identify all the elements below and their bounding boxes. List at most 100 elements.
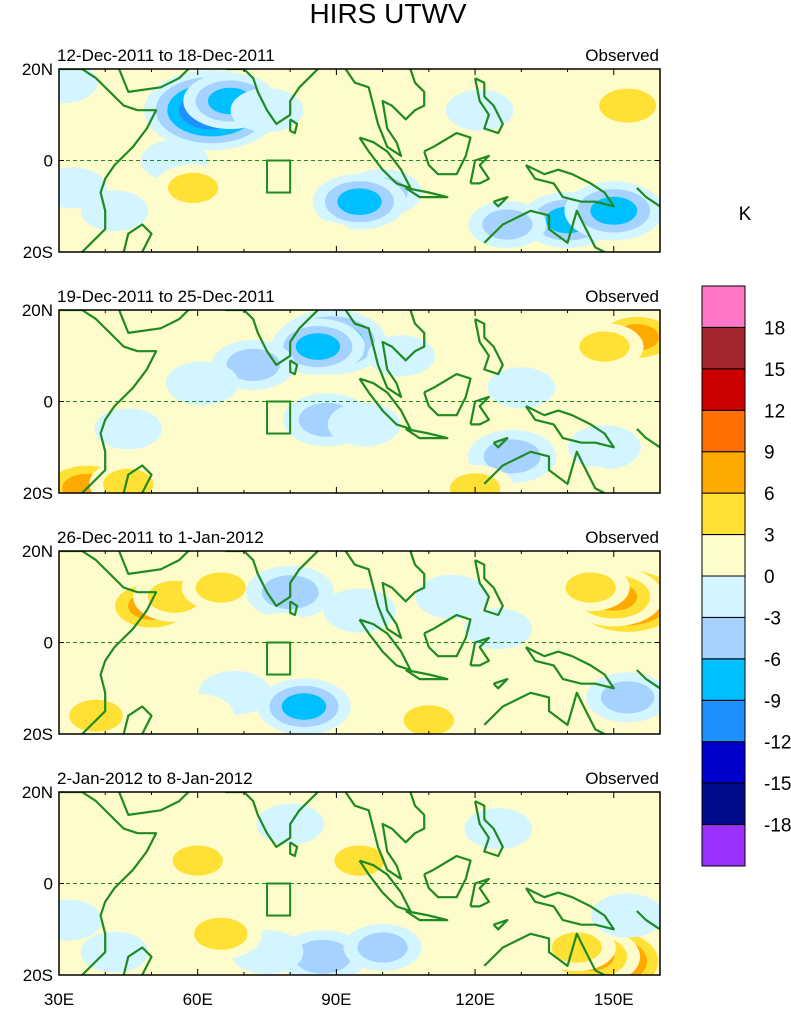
coastline-10: [474, 318, 504, 376]
colorbar-label: -6: [764, 650, 781, 671]
coastline-2: [118, 792, 190, 817]
anomaly-contour-9-3: [281, 693, 327, 720]
y-tick-label: 20S: [23, 243, 53, 262]
colorbar-label: 3: [764, 526, 775, 547]
x-axis: 30E 60E 90E 120E 150E: [44, 990, 634, 1009]
colorbar-label: 9: [764, 443, 775, 464]
anomaly-contour-14-1: [547, 112, 616, 154]
anomaly-contour-3-2: [551, 932, 602, 963]
coastline-3: [225, 310, 319, 366]
colorbar-box: [701, 741, 746, 784]
coastline-15: [492, 196, 509, 208]
anomaly-contour-12-1: [577, 824, 651, 869]
coastline-8: [423, 373, 472, 417]
coastline-2: [118, 551, 190, 576]
anomaly-contour-11-1: [464, 808, 532, 850]
colorbar-label: 15: [764, 360, 785, 381]
colorbar-label: -9: [764, 691, 781, 712]
box-region: [266, 159, 292, 194]
colorbar-box: [701, 492, 746, 536]
anomaly-contour-17-1: [554, 466, 628, 493]
coastline-13: [122, 464, 153, 493]
anomaly-contour-6-1: [165, 361, 239, 406]
colorbar-label: 6: [764, 484, 775, 505]
anomaly-contour-18-1: [117, 799, 186, 840]
colorbar-box: [701, 409, 746, 453]
colorbar-box: [701, 368, 746, 411]
anomaly-contour-13-1: [510, 840, 579, 882]
coastline-13: [122, 223, 153, 252]
y-tick-label: 0: [44, 393, 53, 412]
coastline-14: [636, 669, 660, 690]
coastline-2: [118, 69, 190, 94]
panel-1: 12-Dec-2011 to 18-Dec-2011 Observed 20N 0 20…: [22, 46, 661, 262]
coastline-3: [225, 69, 319, 126]
x-tick-label: 120E: [455, 990, 495, 1009]
anomaly-field: [59, 799, 660, 975]
y-tick-label: 20S: [23, 725, 53, 744]
coastline-3: [225, 792, 319, 849]
coastline-10: [474, 77, 504, 135]
colorbar-box: [701, 285, 746, 328]
x-tick-label: 150E: [594, 990, 634, 1009]
coastline-13: [122, 946, 153, 975]
anomaly-contour-18-1: [369, 220, 443, 252]
coastline-4: [289, 359, 299, 376]
y-tick-label: 20S: [23, 484, 53, 503]
x-tick-label: 90E: [321, 990, 351, 1009]
y-tick-label: 0: [44, 634, 53, 653]
coastline-11: [524, 164, 615, 208]
anomaly-contour-16-1: [441, 876, 509, 918]
colorbar-box: [701, 782, 746, 825]
colorbar: K -18 -15 -12 -9 -6 -3 0 3 6 9 12 15 18: [701, 204, 791, 867]
panel-date-label: 19-Dec-2011 to 25-Dec-2011: [57, 287, 275, 306]
coastline-10: [474, 800, 504, 858]
anomaly-contour-11-2: [579, 331, 630, 362]
anomaly-contour-7-1: [94, 408, 163, 450]
coastline-12: [483, 450, 605, 493]
coastline-8: [423, 613, 472, 658]
anomaly-contour-16-1: [415, 574, 489, 619]
anomaly-contour-5-2: [168, 172, 219, 203]
anomaly-contour-3-2: [226, 348, 280, 381]
coastline-12: [483, 691, 605, 734]
x-tick-label: 30E: [44, 990, 74, 1009]
coastline-3: [225, 551, 319, 608]
coastline-15: [492, 918, 509, 931]
anomaly-contour-12-1: [614, 379, 660, 424]
box-region: [266, 882, 292, 917]
coastlines: [59, 551, 660, 734]
coastline-7: [405, 186, 449, 199]
coastlines: [59, 310, 660, 493]
coastline-14: [636, 187, 660, 208]
anomaly-contour-5-2: [357, 932, 408, 963]
anomaly-contour-8-2: [194, 917, 248, 950]
colorbar-box: [701, 824, 746, 867]
colorbar-label: 12: [764, 401, 785, 422]
y-tick-label: 0: [44, 875, 53, 894]
coastline-1: [59, 551, 158, 734]
anomaly-contour-15-1: [487, 367, 556, 409]
coastline-1: [59, 792, 158, 975]
panel-tag: Observed: [585, 287, 659, 306]
box-region: [266, 400, 292, 435]
panel-date-label: 26-Dec-2011 to 1-Jan-2012: [57, 528, 264, 547]
coastline-11: [524, 405, 615, 449]
anomaly-contour-4-2: [294, 939, 351, 974]
anomaly-contour-17-1: [286, 220, 359, 252]
colorbar-label: -15: [764, 774, 791, 795]
coastline-4: [289, 118, 299, 135]
anomaly-field: [59, 564, 660, 734]
anomaly-contour-15-1: [510, 80, 579, 122]
x-tick-label: 60E: [183, 990, 213, 1009]
coastline-5: [344, 551, 426, 640]
colorbar-box: [701, 699, 746, 743]
colorbar-box: [701, 534, 746, 577]
anomaly-contour-11-2: [403, 705, 454, 734]
coastline-5: [344, 69, 426, 157]
anomaly-contour-2-3: [295, 333, 341, 360]
anomaly-contour-15-1: [59, 899, 102, 941]
coastline-4: [289, 600, 299, 617]
anomaly-contour-12-1: [161, 693, 235, 734]
